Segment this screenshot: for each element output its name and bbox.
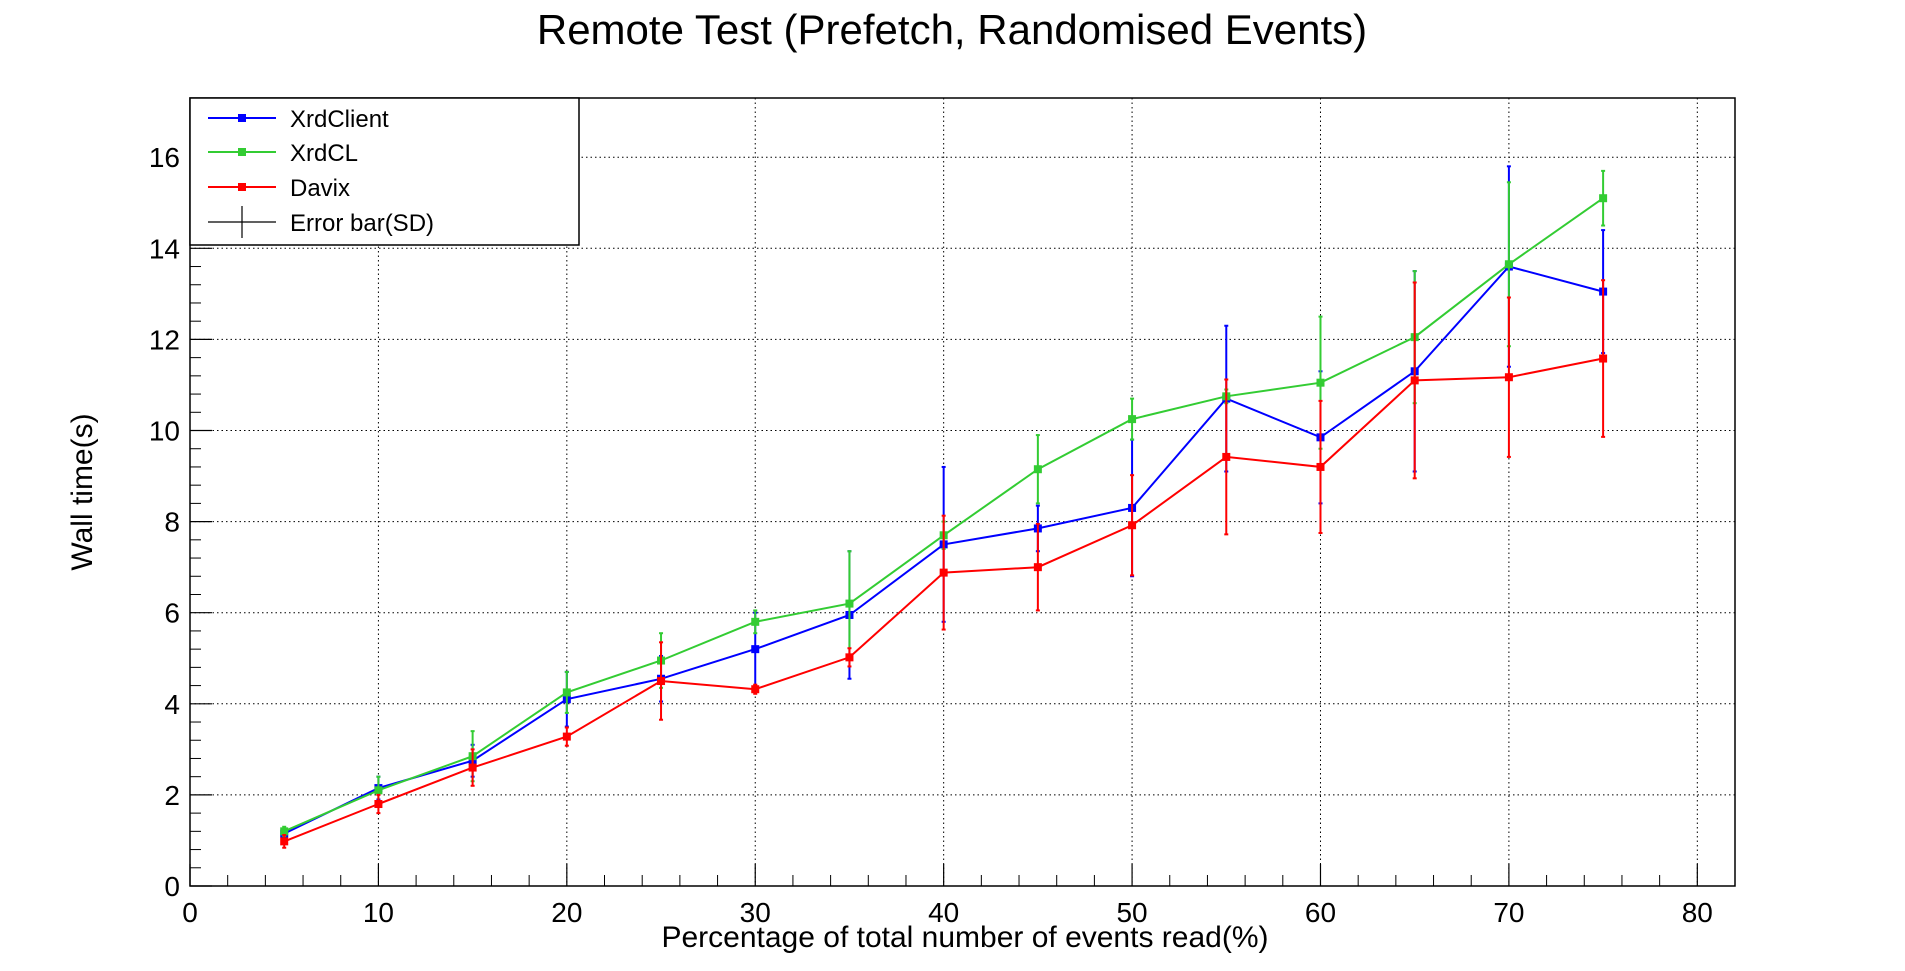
data-point xyxy=(751,685,760,694)
data-point xyxy=(1033,563,1042,572)
data-point xyxy=(845,599,854,608)
legend-label: XrdCL xyxy=(290,140,358,167)
data-point xyxy=(657,677,666,686)
y-tick-label: 4 xyxy=(164,689,180,720)
data-point xyxy=(1504,260,1513,269)
legend-item: XrdCL xyxy=(208,140,358,167)
data-point xyxy=(1128,521,1137,530)
legend-item: Error bar(SD) xyxy=(208,206,434,238)
data-point xyxy=(1033,465,1042,474)
series-layer xyxy=(280,165,1608,849)
y-tick-label: 16 xyxy=(149,142,180,173)
data-point xyxy=(1316,378,1325,387)
data-point xyxy=(1316,462,1325,471)
x-tick-label: 50 xyxy=(1116,897,1147,928)
x-tick-label: 10 xyxy=(363,897,394,928)
data-point xyxy=(751,645,760,654)
legend-item: XrdClient xyxy=(208,106,389,133)
data-point xyxy=(1599,354,1608,363)
y-tick-label: 14 xyxy=(149,233,180,264)
data-point xyxy=(1599,194,1608,203)
x-axis-label: Percentage of total number of events rea… xyxy=(661,921,1268,954)
data-point xyxy=(280,827,289,836)
y-tick-label: 6 xyxy=(164,598,180,629)
data-point xyxy=(374,800,383,809)
legend-label: Error bar(SD) xyxy=(290,210,434,237)
data-point xyxy=(1410,376,1419,385)
data-point xyxy=(374,786,383,795)
data-point xyxy=(1504,373,1513,382)
chart-title: Remote Test (Prefetch, Randomised Events… xyxy=(537,6,1367,53)
legend-marker xyxy=(238,148,246,156)
data-point xyxy=(845,653,854,662)
x-tick-label: 20 xyxy=(551,897,582,928)
data-point xyxy=(280,837,289,846)
y-tick-label: 12 xyxy=(149,324,180,355)
y-tick-label: 2 xyxy=(164,780,180,811)
y-tick-label: 0 xyxy=(164,871,180,902)
y-axis-label: Wall time(s) xyxy=(66,413,99,570)
x-tick-label: 40 xyxy=(928,897,959,928)
x-tick-label: 80 xyxy=(1682,897,1713,928)
legend-marker xyxy=(238,114,246,122)
legend-label: Davix xyxy=(290,175,350,202)
x-tick-label: 70 xyxy=(1493,897,1524,928)
plot-frame xyxy=(189,97,1736,887)
tick-labels: 0 10 20 30 40 50 60 70 80 0 2 4 6 8 10 12 14 16 xyxy=(149,142,1713,928)
data-point xyxy=(1222,452,1231,461)
x-tick-label: 60 xyxy=(1305,897,1336,928)
x-tick-label: 0 xyxy=(182,897,198,928)
data-point xyxy=(751,617,760,626)
legend-item: Davix xyxy=(208,175,350,202)
axis-ticks xyxy=(189,102,1698,887)
legend: XrdClient XrdCL Davix Error bar(SD) xyxy=(189,97,580,246)
y-tick-label: 8 xyxy=(164,507,180,538)
data-point xyxy=(939,568,948,577)
y-tick-label: 10 xyxy=(149,416,180,447)
data-point xyxy=(1128,415,1137,424)
data-point xyxy=(468,763,477,772)
legend-marker xyxy=(238,183,246,191)
legend-box xyxy=(189,97,580,246)
x-tick-label: 30 xyxy=(740,897,771,928)
data-point xyxy=(562,688,571,697)
data-point xyxy=(562,732,571,741)
legend-label: XrdClient xyxy=(290,106,389,133)
series-davix xyxy=(280,279,1608,849)
